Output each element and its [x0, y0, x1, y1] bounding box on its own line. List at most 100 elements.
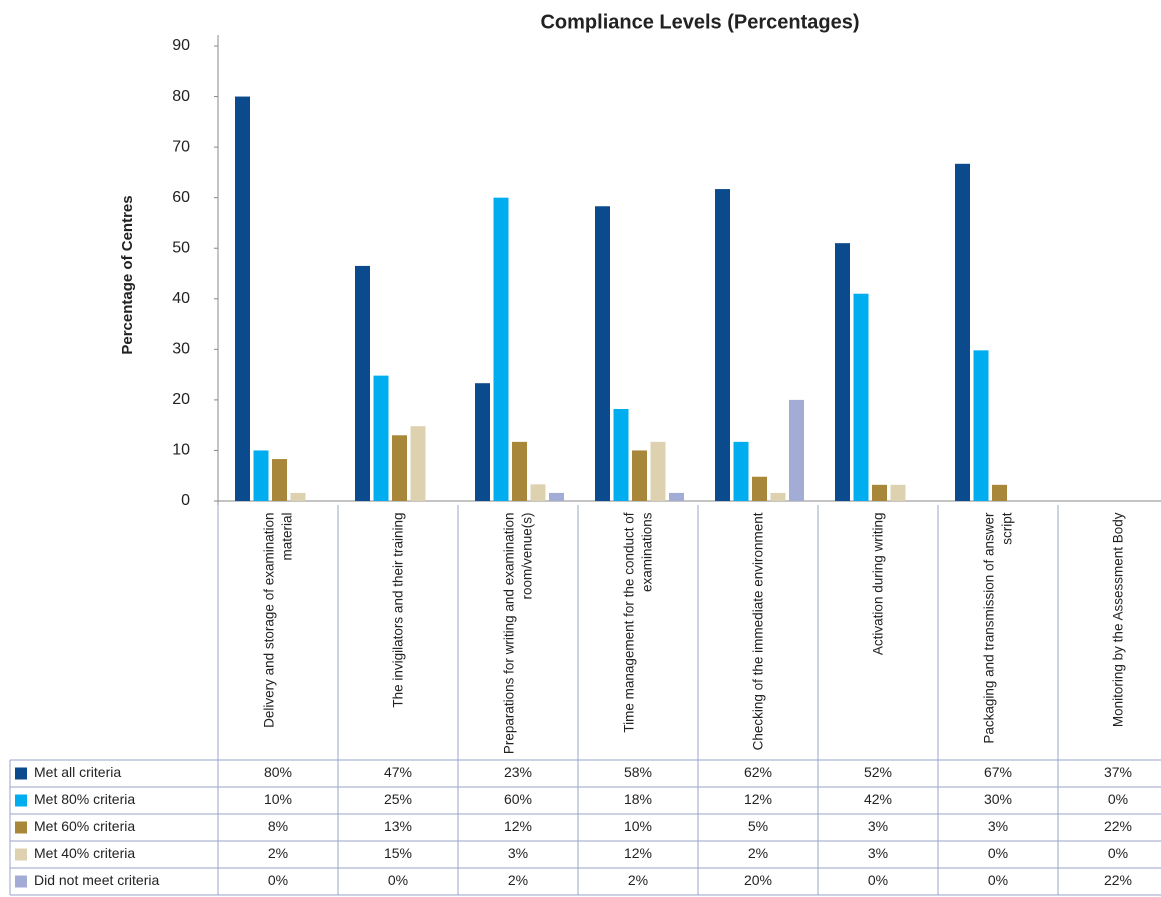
table-cell: 22%: [1104, 818, 1132, 834]
table-cell: 18%: [624, 791, 652, 807]
bar: [752, 476, 767, 501]
y-tick-label: 40: [172, 290, 190, 307]
bar: [650, 441, 666, 501]
table-cell: 30%: [984, 791, 1012, 807]
bar: [669, 492, 684, 501]
table-cell: 15%: [384, 845, 412, 861]
table-cell: 22%: [1104, 872, 1132, 888]
y-tick-label: 60: [172, 189, 190, 206]
x-tick-label: Monitoring by the Assessment Body: [1110, 512, 1125, 728]
legend-label: Met all criteria: [34, 764, 121, 780]
y-tick-label: 50: [172, 239, 190, 256]
y-tick-label: 20: [172, 391, 190, 408]
bar: [493, 197, 509, 501]
bar: [872, 484, 887, 501]
bar: [475, 383, 490, 501]
y-tick-label: 70: [172, 138, 190, 155]
table-cell: 62%: [744, 764, 772, 780]
x-tick-label: Activation during writing: [870, 512, 885, 656]
table-cell: 2%: [268, 845, 288, 861]
legend-label: Met 60% criteria: [34, 818, 135, 834]
bar: [733, 441, 749, 501]
table-cell: 0%: [868, 872, 888, 888]
table-cell: 3%: [508, 845, 528, 861]
bar: [530, 484, 546, 501]
bar: [853, 293, 869, 501]
bar: [290, 492, 306, 501]
legend-swatch: [15, 821, 27, 834]
table-cell: 12%: [744, 791, 772, 807]
legend-label: Did not meet criteria: [34, 872, 159, 888]
table-cell: 2%: [748, 845, 768, 861]
bar: [549, 492, 564, 501]
x-tick-label: Preparations for writing and examination…: [501, 512, 534, 755]
bar: [355, 265, 370, 501]
table-cell: 0%: [388, 872, 408, 888]
bar: [955, 163, 970, 502]
table-cell: 42%: [864, 791, 892, 807]
table-cell: 10%: [624, 818, 652, 834]
table-cell: 20%: [744, 872, 772, 888]
table-cell: 8%: [268, 818, 288, 834]
bar: [392, 435, 407, 501]
bar: [789, 399, 804, 501]
x-tick-label: Time management for the conduct of exami…: [621, 512, 654, 733]
bar: [770, 492, 786, 501]
legend-swatch: [15, 848, 27, 861]
table-cell: 5%: [748, 818, 768, 834]
table-cell: 3%: [868, 845, 888, 861]
table-cell: 12%: [624, 845, 652, 861]
table-cell: 47%: [384, 764, 412, 780]
y-tick-label: 80: [172, 88, 190, 105]
bar: [272, 459, 287, 501]
legend-label: Met 40% criteria: [34, 845, 135, 861]
table-cell: 10%: [264, 791, 292, 807]
bar: [613, 408, 629, 501]
legend-swatch: [15, 794, 27, 807]
bar: [410, 426, 426, 501]
y-tick-label: 90: [172, 37, 190, 54]
bar: [512, 441, 527, 501]
bar: [373, 375, 389, 501]
table-cell: 25%: [384, 791, 412, 807]
y-tick-label: 10: [172, 442, 190, 459]
table-cell: 3%: [868, 818, 888, 834]
bar: [715, 189, 730, 502]
bar: [235, 96, 250, 502]
table-cell: 2%: [628, 872, 648, 888]
table-cell: 0%: [988, 872, 1008, 888]
bar: [992, 484, 1007, 501]
bar: [253, 450, 269, 501]
table-cell: 37%: [1104, 764, 1132, 780]
bar: [595, 206, 610, 501]
bar: [973, 350, 989, 501]
legend-swatch: [15, 875, 27, 888]
table-cell: 0%: [268, 872, 288, 888]
bar: [835, 243, 850, 501]
y-tick-label: 0: [181, 492, 190, 509]
y-tick-label: 30: [172, 341, 190, 358]
table-cell: 0%: [988, 845, 1008, 861]
table-cell: 2%: [508, 872, 528, 888]
table-cell: 3%: [988, 818, 1008, 834]
table-cell: 80%: [264, 764, 292, 780]
legend-label: Met 80% criteria: [34, 791, 135, 807]
x-tick-label: The invigilators and their training: [390, 512, 405, 708]
x-tick-label: Packaging and transmission of answer scr…: [981, 512, 1014, 744]
table-cell: 12%: [504, 818, 532, 834]
bar: [890, 484, 906, 501]
legend-swatch: [15, 767, 27, 780]
table-cell: 0%: [1108, 791, 1128, 807]
x-tick-label: Delivery and storage of examination mate…: [261, 512, 294, 728]
chart-title: Compliance Levels (Percentages): [540, 11, 859, 33]
table-cell: 67%: [984, 764, 1012, 780]
table-cell: 13%: [384, 818, 412, 834]
x-tick-label: Checking of the immediate environment: [750, 512, 765, 751]
table-cell: 58%: [624, 764, 652, 780]
table-cell: 0%: [1108, 845, 1128, 861]
table-cell: 60%: [504, 791, 532, 807]
table-cell: 52%: [864, 764, 892, 780]
table-cell: 23%: [504, 764, 532, 780]
y-axis-label: Percentage of Centres: [119, 195, 136, 354]
